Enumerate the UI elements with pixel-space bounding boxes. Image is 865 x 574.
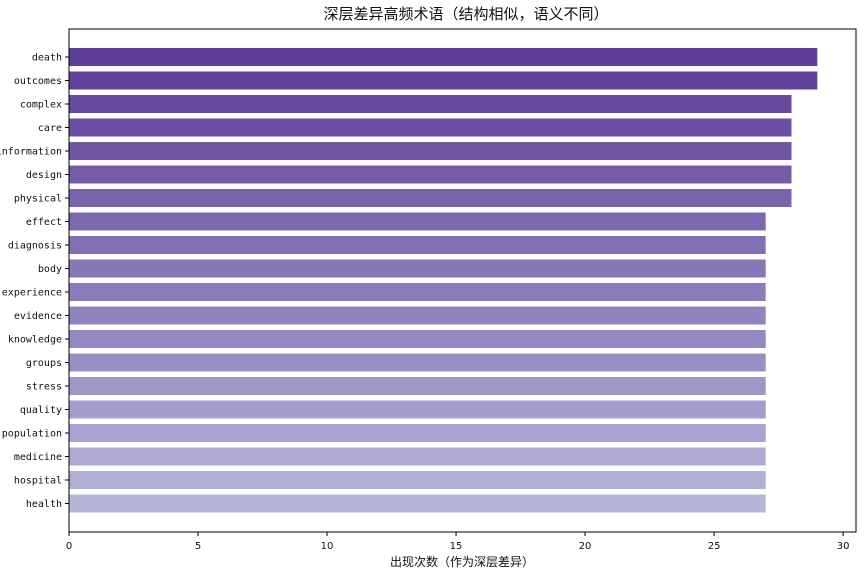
bar-information — [69, 142, 792, 160]
chart-title: 深层差异高频术语（结构相似，语义不同） — [323, 5, 608, 23]
bar-population — [69, 424, 766, 442]
bar-care — [69, 118, 792, 137]
bar-quality — [69, 400, 766, 419]
bar-hospital — [69, 471, 766, 489]
bar-knowledge — [69, 330, 766, 348]
y-tick-label: evidence — [14, 311, 62, 322]
x-tick-label: 5 — [195, 541, 201, 552]
y-tick-label: body — [38, 264, 62, 275]
y-tick-label: outcomes — [14, 76, 62, 87]
plot-frame — [68, 28, 857, 533]
bar-death — [69, 48, 818, 66]
x-tick-label: 20 — [579, 541, 592, 552]
x-tick-label: 30 — [837, 541, 850, 552]
bar-experience — [69, 283, 766, 301]
bar-outcomes — [69, 71, 818, 90]
y-tick-label: hospital — [14, 476, 62, 487]
x-axis-label: 出现次数（作为深层差异） — [390, 554, 534, 569]
y-tick-label: physical — [14, 194, 62, 205]
bar-design — [69, 165, 792, 184]
x-tick-label: 15 — [450, 541, 463, 552]
bar-diagnosis — [69, 236, 766, 254]
bar-effect — [69, 212, 766, 231]
y-axis-ticks: death outcomes complex care information desig… — [0, 53, 69, 510]
bar-body — [69, 259, 766, 278]
y-tick-label: health — [26, 499, 62, 510]
x-axis-ticks: 0 5 10 15 20 25 30 — [66, 532, 850, 552]
x-tick-label: 0 — [66, 541, 72, 552]
y-tick-label: care — [38, 123, 62, 134]
y-tick-label: death — [32, 53, 62, 64]
x-tick-label: 25 — [708, 541, 721, 552]
y-tick-label: groups — [26, 358, 62, 369]
y-tick-label: stress — [26, 382, 62, 393]
y-tick-label: medicine — [14, 452, 62, 463]
x-tick-label: 10 — [321, 541, 334, 552]
y-tick-label: design — [26, 170, 62, 181]
bar-medicine — [69, 447, 766, 466]
y-tick-label: experience — [2, 288, 62, 299]
y-tick-label: diagnosis — [8, 241, 62, 252]
y-tick-label: quality — [20, 405, 62, 416]
y-tick-label: information — [0, 147, 62, 158]
y-tick-label: population — [2, 429, 62, 440]
bar-stress — [69, 377, 766, 395]
y-tick-label: effect — [26, 217, 62, 228]
bar-complex — [69, 95, 792, 113]
bar-health — [69, 494, 766, 513]
bar-groups — [69, 353, 766, 372]
bar-physical — [69, 189, 792, 207]
y-tick-label: knowledge — [8, 335, 62, 346]
y-tick-label: complex — [20, 100, 62, 111]
bars-group — [69, 48, 818, 513]
bar-evidence — [69, 306, 766, 325]
